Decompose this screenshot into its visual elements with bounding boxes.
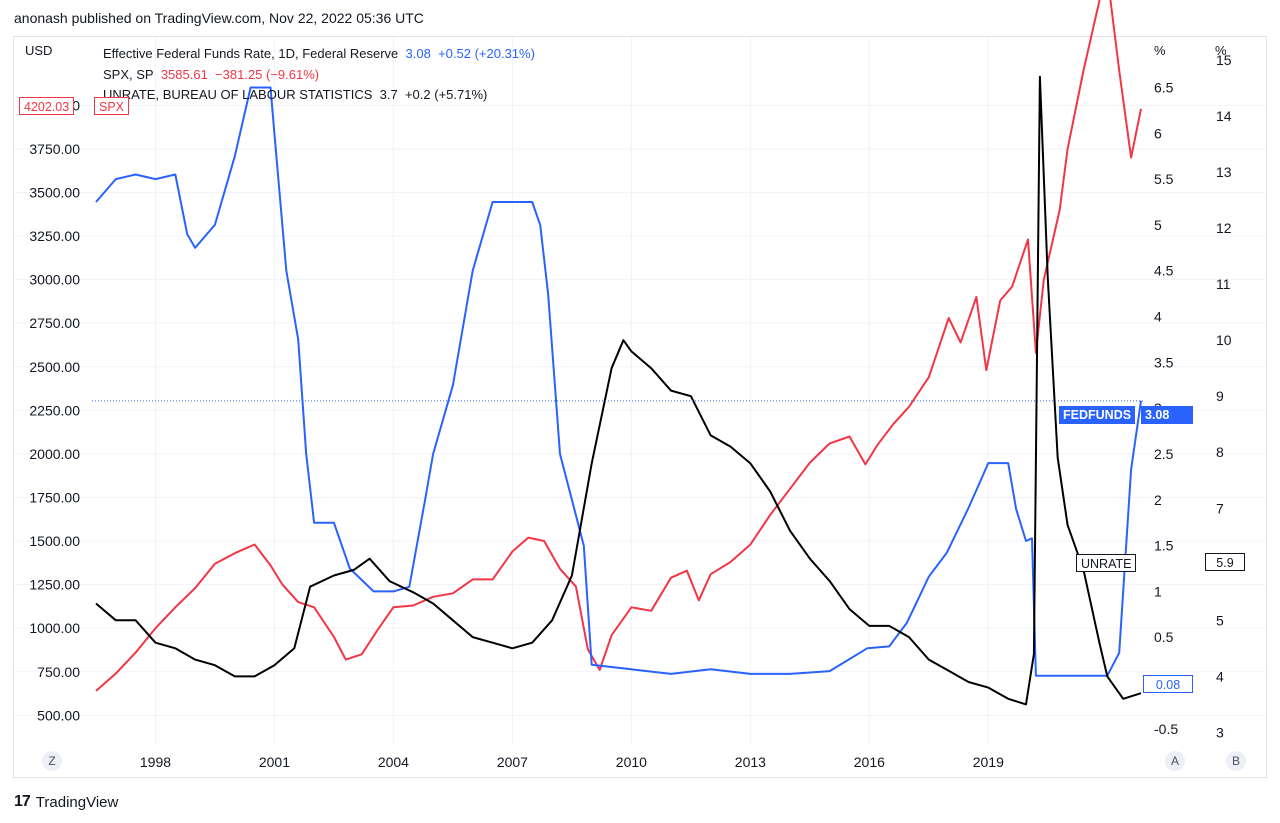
left-tick-3000.00: 3000.00 [29,272,80,288]
footer-brand[interactable]: 17 TradingView [14,793,118,811]
footer-brand-name: TradingView [35,793,119,811]
zoom-corner-button[interactable]: Z [42,751,62,771]
right2-tick-13: 13 [1216,164,1232,180]
right1-tick-5.5: 5.5 [1154,171,1174,187]
x-tick-1998: 1998 [140,754,171,770]
right2-tick-9: 9 [1216,388,1224,404]
unrate-label-tag: UNRATE [1076,554,1137,572]
right1-axis-unit: % [1154,43,1166,58]
left-tick-3750.00: 3750.00 [29,141,80,157]
right2-tick-10: 10 [1216,332,1232,348]
legend-unrate-name: UNRATE, BUREAU OF LABOUR STATISTICS [103,87,373,102]
legend: Effective Federal Funds Rate, 1D, Federa… [103,44,535,106]
right2-tick-15: 15 [1216,52,1232,68]
fedfunds-label-tag: FEDFUNDS [1059,406,1136,424]
spx-price-tag: 4202.03 [19,97,75,115]
x-tick-2016: 2016 [854,754,885,770]
x-tick-2019: 2019 [973,754,1004,770]
legend-row-spx[interactable]: SPX, SP 3585.61 −381.25 (−9.61%) [103,65,535,86]
left-tick-2250.00: 2250.00 [29,402,80,418]
auto-scale-button-a[interactable]: A [1165,751,1185,771]
series-line-1 [95,86,1142,677]
right1-tick-0.5: 0.5 [1154,629,1174,645]
right1-tick-1: 1 [1154,583,1162,599]
auto-scale-button-b[interactable]: B [1226,751,1246,771]
legend-spx-name: SPX, SP [103,66,154,82]
legend-spx-value: 3585.61 [160,66,208,82]
right2-tick-4: 4 [1216,668,1224,684]
legend-fedfunds-change: +0.52 (+20.31%) [438,46,535,61]
right2-tick-3: 3 [1216,724,1224,740]
left-axis-unit: USD [25,43,53,58]
fedfunds-last-tag: 0.08 [1143,675,1193,693]
tradingview-logo-icon: 17 [14,793,31,810]
x-tick-2001: 2001 [259,754,290,770]
right2-tick-11: 11 [1216,276,1231,292]
right1-tick-2.5: 2.5 [1154,446,1174,462]
left-tick-3500.00: 3500.00 [29,184,80,200]
series-lines [95,0,1142,706]
x-tick-2013: 2013 [735,754,766,770]
right1-tick-6: 6 [1154,125,1162,141]
spx-label-tag: SPX [94,97,130,115]
right2-tick-14: 14 [1216,108,1232,124]
left-tick-2750.00: 2750.00 [29,315,80,331]
x-axis-ticks: 1998 2001 2004 2007 2010 2013 2016 2019 [140,754,1004,770]
right1-tick-4: 4 [1154,309,1162,325]
left-tick-1250.00: 1250.00 [29,577,80,593]
right2-axis-unit: % [1215,43,1227,58]
legend-unrate-value: 3.7 [379,87,398,102]
published-header: anonash published on TradingView.com, No… [14,10,424,26]
right1-axis-ticks: -0.50.511.522.533.544.555.566.5 [1154,79,1178,736]
right1-tick-4.5: 4.5 [1154,263,1174,279]
left-tick-500.00: 500.00 [37,707,80,723]
legend-fedfunds-name: Effective Federal Funds Rate, 1D, Federa… [103,46,399,61]
x-tick-2010: 2010 [616,754,647,770]
x-tick-2004: 2004 [378,754,409,770]
right2-tick-5: 5 [1216,612,1224,628]
right1-tick-1.5: 1.5 [1154,538,1174,554]
x-tick-2007: 2007 [497,754,528,770]
legend-fedfunds-value: 3.08 [405,46,431,61]
left-tick-3250.00: 3250.00 [29,228,80,244]
left-tick-750.00: 750.00 [37,664,80,680]
legend-unrate-change: +0.2 (+5.71%) [404,87,488,102]
legend-row-unrate[interactable]: UNRATE, BUREAU OF LABOUR STATISTICS 3.7 … [103,85,535,106]
legend-spx-change: −381.25 (−9.61%) [215,66,320,82]
right2-tick-7: 7 [1216,500,1224,516]
grid-lines [13,37,1267,745]
right1-tick-3.5: 3.5 [1154,354,1174,370]
legend-row-fedfunds[interactable]: Effective Federal Funds Rate, 1D, Federa… [103,44,535,65]
right1-tick--0.5: -0.5 [1154,721,1178,737]
unrate-value-tag: 5.9 [1205,553,1245,571]
fedfunds-value-tag: 3.08 [1141,406,1193,424]
right1-tick-6.5: 6.5 [1154,79,1174,95]
right2-tick-12: 12 [1216,220,1232,236]
left-tick-2500.00: 2500.00 [29,359,80,375]
left-tick-1500.00: 1500.00 [29,533,80,549]
right1-tick-2: 2 [1154,492,1162,508]
left-axis-ticks: 500.00 750.00 1000.00 1250.00 1500.00 1750.00… [29,97,80,723]
left-tick-1000.00: 1000.00 [29,620,80,636]
series-line-2 [95,75,1142,706]
right2-axis-ticks: 3456789101112131415 [1216,52,1232,740]
right2-tick-8: 8 [1216,444,1224,460]
left-tick-2000.00: 2000.00 [29,446,80,462]
left-tick-1750.00: 1750.00 [29,489,80,505]
chart-frame[interactable] [13,36,1267,778]
right1-tick-5: 5 [1154,217,1162,233]
series-line-0 [95,0,1142,692]
